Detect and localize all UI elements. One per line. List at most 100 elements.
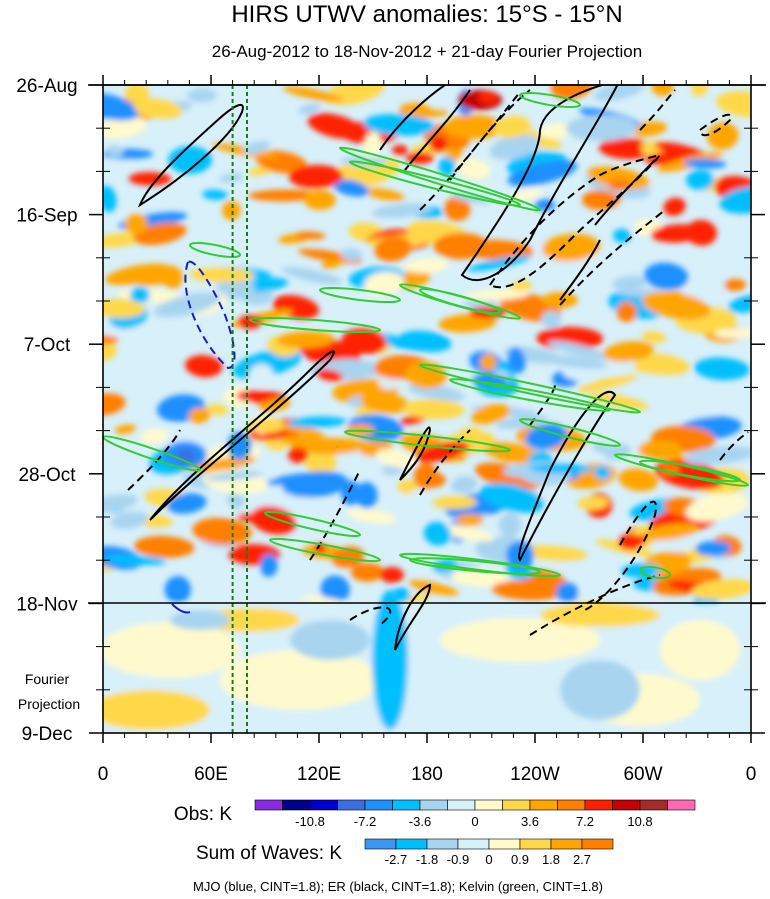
kelvin-contour [398,552,562,578]
obs-anomaly-blob [539,123,573,139]
er-negative-contour [419,89,531,211]
y-axis-labels: 26-Aug 16-Sep 7-Oct 28-Oct 18-Nov 9-Dec [16,76,78,745]
x-tick-label: 60W [623,764,662,785]
obs-anomaly-core [380,567,404,583]
obs-anomaly-blob [556,582,579,604]
obs-anomaly-blob [133,222,187,246]
y-tick-label: 18-Nov [16,594,78,615]
waves-colorbar: -2.7 -1.8 -0.9 0 0.9 1.8 2.7 [364,838,614,867]
obs-anomaly-blob [382,465,403,476]
kelvin-contour [318,286,402,304]
obs-anomaly-blob [509,280,532,293]
waves-colorbar-label: Sum of Waves: K [196,843,342,864]
kelvin-contour [418,287,502,315]
waves-colorbar-swatch [488,838,521,850]
obs-anomaly-blob [103,101,126,111]
obs-anomaly-blob [391,490,420,504]
obs-anomaly-blob [489,134,540,160]
obs-colorbar-swatch [282,799,311,811]
er-positive-contour [379,85,471,171]
obs-anomaly-blob [243,140,271,155]
obs-anomaly-blob [641,331,667,344]
er-negative-contour [719,431,749,461]
projection-warm-patch [200,608,300,632]
obs-anomaly-blob [103,231,148,248]
obs-anomaly-blob [604,443,631,460]
obs-anomaly-blob [402,399,465,420]
obs-anomaly-blob [103,342,117,361]
obs-anomaly-blob [463,289,530,301]
obs-colorbar-swatch [419,799,448,811]
obs-anomaly-blob [328,438,384,451]
obs-anomaly-blob [103,298,146,318]
x-tick-label: 0 [746,764,757,785]
kelvin-contour [343,429,512,453]
obs-colorbar-swatch [529,799,558,811]
projection-cool-patch [170,610,230,630]
obs-anomaly-blob [588,393,649,410]
obs-anomaly-blob [281,266,343,285]
x-tick-label: 180 [411,764,443,785]
obs-anomaly-blob [260,553,278,577]
obs-anomaly-blob [248,363,274,388]
obs-anomaly-blob [728,294,751,313]
er-negative-contour [349,606,392,626]
chart-subtitle: 26-Aug-2012 to 18-Nov-2012 + 21-day Four… [212,42,642,61]
obs-anomaly-blob [341,248,363,261]
obs-anomaly-blob [499,512,522,538]
obs-anomaly-blob [641,291,711,320]
obs-colorbar-tick: 10.8 [627,814,652,829]
er-negative-contour [698,113,732,137]
mjo-negative-contour [184,260,236,370]
axis-ticks [89,75,765,743]
obs-anomaly-blob [613,228,631,243]
obs-anomaly-blob [507,160,578,187]
observed-anomaly-field [103,85,751,618]
obs-anomaly-blob [618,468,659,492]
obs-colorbar-swatch [474,799,503,811]
waves-colorbar-swatch [364,838,397,850]
obs-anomaly-blob [408,580,459,596]
obs-anomaly-blob [719,186,751,214]
obs-anomaly-core [238,315,262,329]
obs-anomaly-blob [298,103,321,115]
waves-colorbar-tick: 0.9 [511,852,529,867]
obs-colorbar-swatch [364,799,393,811]
mjo-contours [171,260,236,614]
kelvin-contour [248,316,382,334]
obs-anomaly-blob [715,90,751,118]
obs-anomaly-blob [542,233,600,262]
obs-anomaly-blob [206,403,229,416]
er-positive-contour [149,350,335,521]
waves-colorbar-swatch [519,838,552,850]
obs-anomaly-blob [110,511,149,530]
obs-anomaly-core [130,287,150,303]
obs-anomaly-blob [124,214,148,234]
kelvin-contour [638,565,672,580]
obs-anomaly-blob [360,392,410,414]
obs-anomaly-blob [103,116,147,139]
obs-anomaly-blob [320,575,350,603]
er-negative-contour [529,574,661,636]
obs-anomaly-blob [372,203,432,218]
obs-anomaly-blob [315,368,344,382]
obs-anomaly-blob [341,328,387,355]
projection-label-line-1: Fourier [25,671,70,687]
obs-anomaly-blob [103,555,167,566]
obs-anomaly-blob [510,188,543,201]
obs-anomaly-blob [363,131,381,159]
obs-anomaly-blob [282,86,344,103]
obs-anomaly-core [686,170,714,190]
kelvin-contours [103,91,750,580]
obs-anomaly-blob [683,158,727,169]
er-contours [127,85,749,651]
obs-colorbar-tick: 0 [471,814,478,829]
obs-anomaly-core [582,190,618,210]
obs-anomaly-blob [548,340,611,360]
obs-anomaly-blob [103,494,138,514]
obs-anomaly-blob [307,113,363,139]
y-tick-label: 26-Aug [16,76,77,97]
obs-anomaly-blob [603,341,654,362]
waves-colorbar-tick: -2.7 [385,852,407,867]
waves-colorbar-swatch [581,838,614,850]
